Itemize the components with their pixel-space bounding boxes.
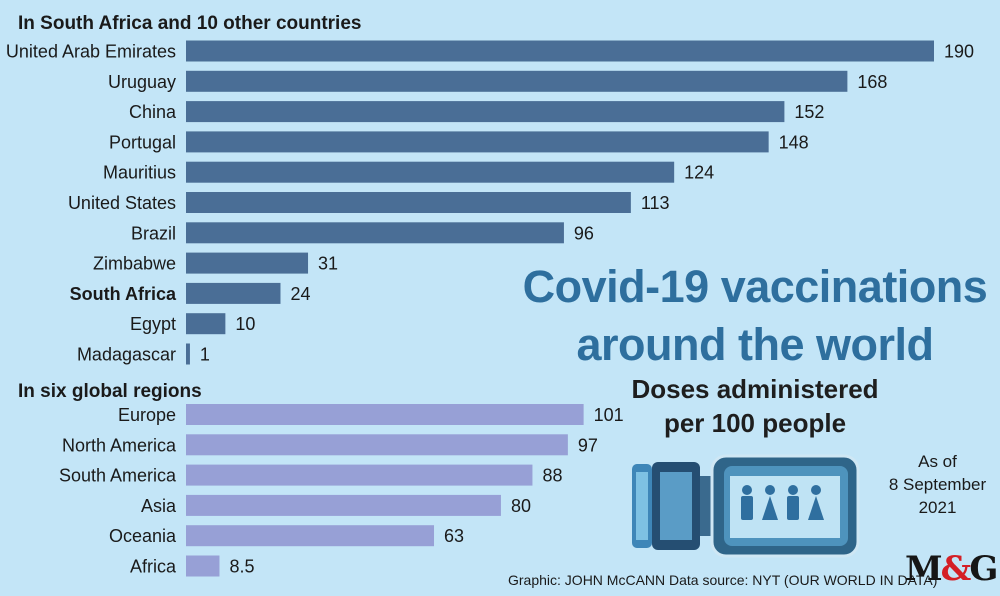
category-label: Mauritius	[103, 163, 176, 183]
value-label: 152	[794, 102, 824, 122]
category-label: North America	[62, 435, 177, 455]
bar	[186, 525, 435, 547]
value-label: 190	[944, 42, 974, 62]
bar	[186, 494, 501, 516]
category-label: Uruguay	[108, 72, 176, 92]
category-label: Egypt	[130, 314, 176, 334]
value-label: 88	[542, 466, 562, 486]
subheadline-line-1: Doses administered	[631, 374, 879, 404]
bar	[186, 192, 631, 213]
value-label: 63	[444, 526, 464, 546]
bar	[186, 282, 281, 304]
bar	[186, 70, 848, 92]
category-label: South America	[59, 466, 177, 486]
bar	[186, 313, 226, 335]
bar	[186, 404, 584, 425]
bar	[186, 555, 220, 577]
vaccine-vial-illustration	[632, 454, 860, 558]
bar	[186, 222, 564, 244]
bar	[186, 131, 769, 153]
date-line-2: 8 September	[888, 475, 987, 494]
category-label: United Arab Emirates	[6, 42, 176, 62]
as-of-date: As of 8 September 2021	[885, 450, 990, 519]
value-label: 97	[578, 435, 598, 455]
subheadline: Doses administered per 100 people	[600, 372, 910, 440]
category-label: Asia	[141, 496, 177, 516]
bar	[186, 161, 675, 183]
value-label: 124	[684, 163, 714, 183]
value-label: 101	[594, 405, 624, 425]
value-label: 168	[857, 72, 887, 92]
headline: Covid-19 vaccinations around the world	[520, 258, 990, 374]
value-label: 80	[511, 496, 531, 516]
mg-logo: M&G	[905, 549, 998, 589]
date-line-1: As of	[918, 452, 957, 471]
credit-line: Graphic: JOHN McCANN Data source: NYT (O…	[508, 572, 938, 588]
value-label: 31	[318, 254, 338, 274]
category-label: Europe	[118, 405, 176, 425]
value-label: 8.5	[229, 557, 254, 577]
category-label: Africa	[130, 557, 177, 577]
bar	[186, 434, 568, 456]
subheadline-line-2: per 100 people	[663, 408, 847, 438]
category-label: Madagascar	[77, 345, 176, 365]
category-label: United States	[68, 193, 176, 213]
group-title: In six global regions	[18, 381, 202, 402]
bar	[186, 343, 190, 365]
category-label: Brazil	[131, 223, 176, 243]
headline-line-1: Covid-19 vaccinations	[522, 261, 988, 312]
headline-line-2: around the world	[576, 319, 935, 370]
bar	[186, 252, 309, 274]
category-label: Portugal	[109, 132, 176, 152]
group-title: In South Africa and 10 other countries	[18, 13, 361, 34]
value-label: 1	[200, 345, 210, 365]
bar	[186, 40, 934, 62]
value-label: 96	[574, 223, 594, 243]
category-label: Oceania	[109, 526, 177, 546]
bar	[186, 464, 533, 486]
value-label: 148	[779, 132, 809, 152]
category-label: China	[129, 102, 177, 122]
bar	[186, 101, 785, 123]
value-label: 113	[641, 193, 670, 213]
category-label: South Africa	[70, 284, 177, 304]
value-label: 24	[290, 284, 310, 304]
value-label: 10	[235, 314, 255, 334]
category-label: Zimbabwe	[93, 254, 176, 274]
date-line-3: 2021	[918, 498, 957, 517]
